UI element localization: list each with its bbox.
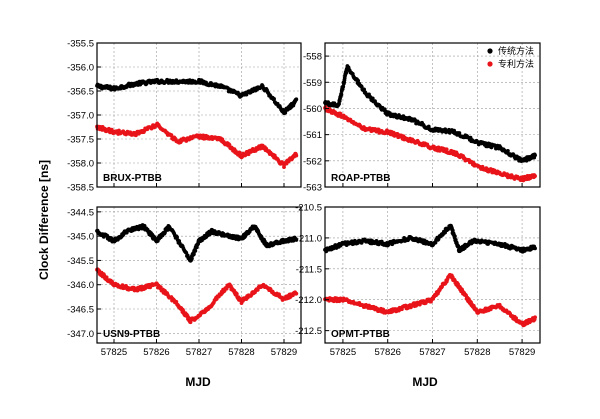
y-tick-label: -346.0 bbox=[67, 280, 94, 291]
y-tick-label: -345.5 bbox=[67, 256, 94, 267]
data-point bbox=[193, 248, 198, 253]
y-axis-title: Clock Difference [ns] bbox=[37, 160, 51, 280]
data-point bbox=[294, 153, 299, 158]
legend-marker-0 bbox=[487, 48, 493, 54]
data-point bbox=[224, 286, 229, 291]
data-point bbox=[514, 316, 519, 321]
x-tick-label: 57827 bbox=[186, 347, 212, 358]
panel-label: USN9-PTBB bbox=[103, 329, 160, 340]
data-point bbox=[370, 96, 375, 101]
data-point bbox=[175, 235, 179, 240]
y-tick-label: -558 bbox=[303, 52, 322, 63]
y-tick-label: -358.0 bbox=[67, 159, 94, 170]
y-tick-label: -211.0 bbox=[296, 233, 322, 244]
data-point bbox=[339, 92, 344, 97]
panel-0: -355.5 -356.0 -356.5 -357.0 -357.5 -358.0 -358… bbox=[67, 39, 302, 194]
y-tick-label: -560 bbox=[303, 104, 322, 115]
panel-2: -344.5 -345.0 -345.5 -346.0 -346.5 -347.0 5782… bbox=[67, 206, 302, 358]
data-point bbox=[450, 228, 455, 233]
data-point bbox=[403, 303, 408, 308]
data-point bbox=[237, 150, 242, 155]
panel-label: BRUX-PTBB bbox=[103, 173, 162, 184]
x-tick-label: 57828 bbox=[464, 347, 490, 358]
data-point bbox=[341, 84, 346, 89]
y-tick-label: -358.5 bbox=[67, 183, 94, 194]
panel-1: -558 -559 -560 -561 -562 -563 ROAP-PTBB bbox=[303, 42, 541, 194]
data-point bbox=[294, 291, 299, 296]
data-point bbox=[374, 238, 379, 243]
x-tick-label: 57826 bbox=[143, 347, 169, 358]
data-point bbox=[417, 302, 422, 307]
y-tick-label: -355.5 bbox=[67, 39, 94, 50]
data-point bbox=[533, 174, 537, 178]
legend-marker-1 bbox=[487, 61, 493, 67]
y-tick-label: -345.0 bbox=[67, 232, 94, 243]
legend: 传统方法 专利方法 bbox=[487, 45, 534, 70]
y-tick-label: -356.0 bbox=[67, 63, 94, 74]
data-point bbox=[234, 291, 239, 296]
x-tick-label: 57829 bbox=[271, 347, 297, 358]
y-tick-label: -347.0 bbox=[67, 329, 94, 340]
data-point bbox=[338, 111, 343, 116]
legend-label-1: 专利方法 bbox=[498, 58, 534, 70]
data-point bbox=[444, 147, 449, 152]
y-tick-label: -563 bbox=[303, 183, 322, 194]
data-point bbox=[356, 78, 361, 83]
y-tick-label: -344.5 bbox=[67, 207, 94, 218]
panel-label: OPMT-PTBB bbox=[331, 329, 390, 340]
data-point bbox=[258, 146, 263, 151]
y-tick-label: -562 bbox=[303, 156, 322, 167]
y-tick-label: -346.5 bbox=[67, 305, 94, 316]
data-point bbox=[362, 87, 367, 92]
x-tick-label: 57827 bbox=[419, 347, 445, 358]
y-tick-label: -357.0 bbox=[67, 111, 94, 122]
data-point bbox=[533, 246, 537, 251]
panel-3: -210.5 -211.0 -211.5 -212.0 -212.5 57825 57826… bbox=[295, 203, 541, 358]
y-tick-label: -211.5 bbox=[296, 264, 322, 275]
panel-label: ROAP-PTBB bbox=[331, 173, 390, 184]
data-point bbox=[533, 153, 537, 158]
data-point bbox=[294, 97, 299, 102]
x-tick-label: 57825 bbox=[330, 347, 356, 358]
data-point bbox=[533, 315, 537, 320]
data-point bbox=[294, 238, 299, 242]
x-tick-label: 57828 bbox=[228, 347, 254, 358]
data-point bbox=[426, 124, 431, 129]
y-tick-label: -561 bbox=[303, 130, 322, 141]
y-tick-label: -559 bbox=[303, 78, 322, 89]
data-point bbox=[227, 142, 232, 147]
x-axis-title-left: MJD bbox=[185, 375, 211, 389]
y-tick-label: -357.5 bbox=[67, 135, 94, 146]
x-tick-label: 57829 bbox=[509, 347, 535, 358]
data-point bbox=[272, 97, 276, 101]
y-tick-label: -210.5 bbox=[295, 203, 322, 214]
data-point bbox=[506, 148, 510, 153]
data-point bbox=[483, 141, 488, 146]
legend-label-0: 传统方法 bbox=[498, 45, 534, 57]
y-tick-label: -212.0 bbox=[295, 295, 322, 306]
y-tick-label: -356.5 bbox=[67, 87, 94, 98]
data-point bbox=[453, 234, 457, 239]
x-axis-title-right: MJD bbox=[412, 375, 438, 389]
x-tick-label: 57826 bbox=[374, 347, 400, 358]
x-tick-label: 57825 bbox=[101, 347, 127, 358]
data-point bbox=[344, 70, 349, 75]
y-tick-label: -212.5 bbox=[295, 326, 322, 337]
